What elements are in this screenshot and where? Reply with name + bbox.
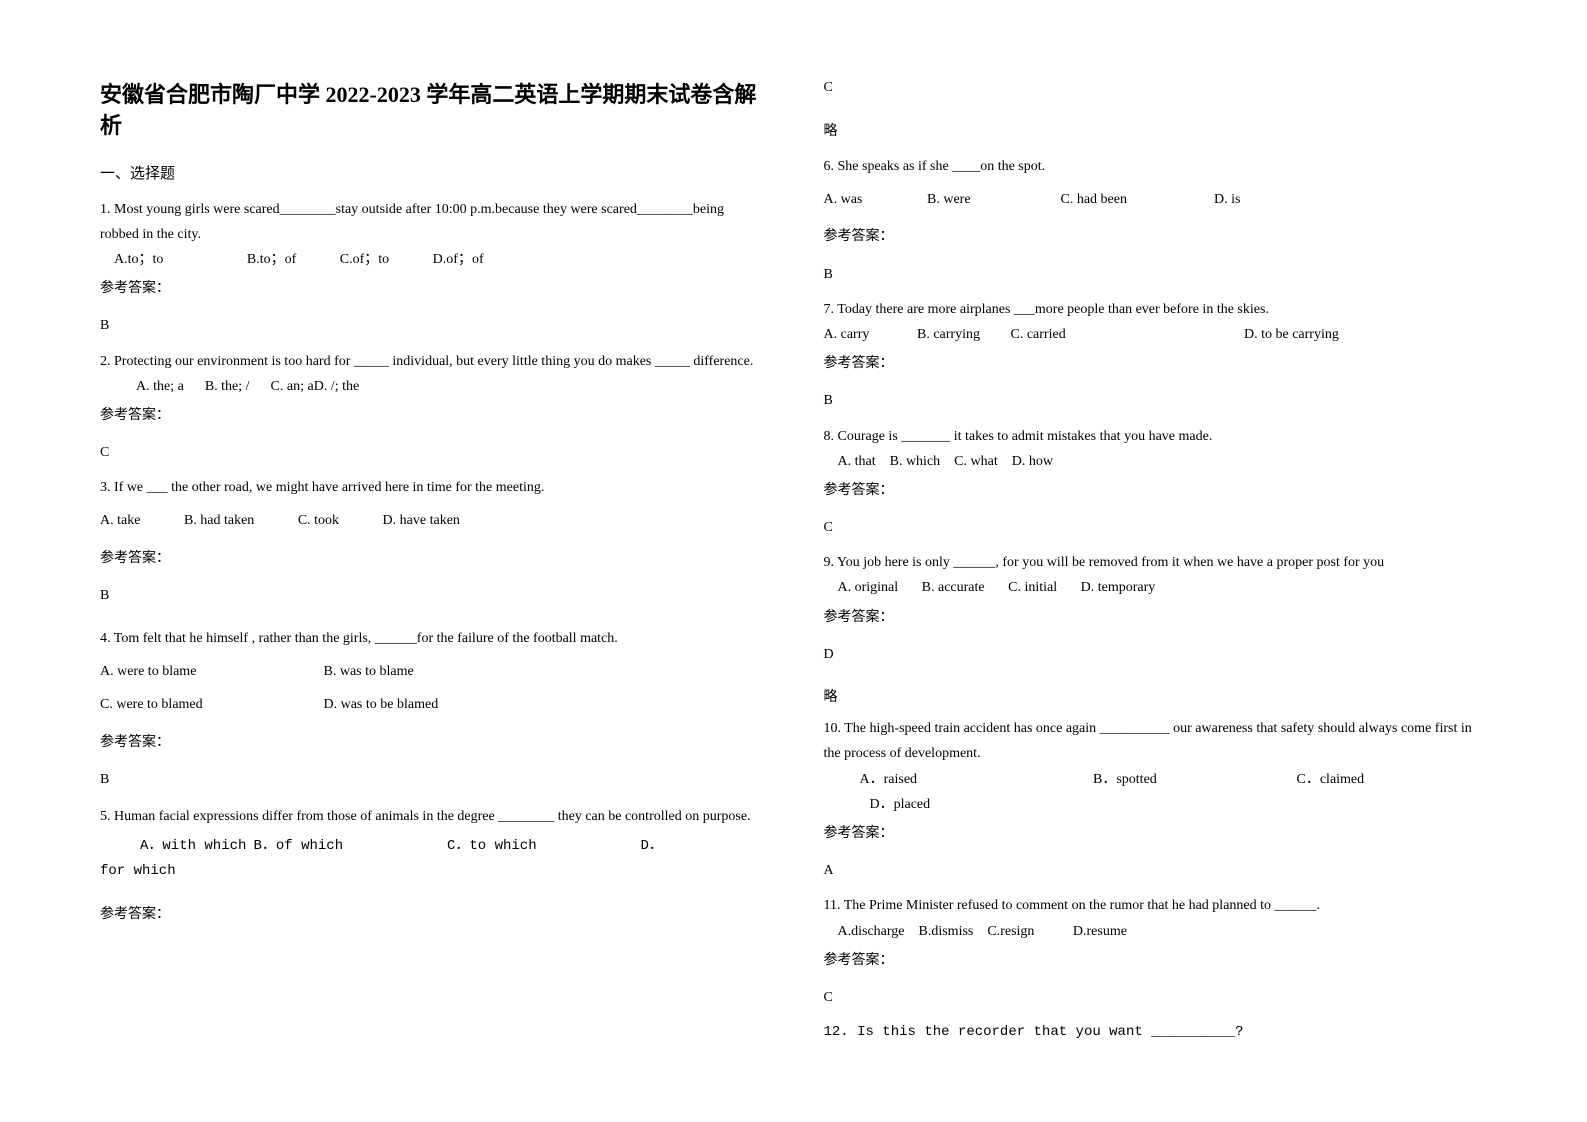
option-a: A．with which bbox=[140, 834, 250, 859]
option-b: B. accurate bbox=[922, 575, 985, 600]
question-text: 7. Today there are more airplanes ___mor… bbox=[824, 297, 1488, 322]
option-a: A．raised bbox=[860, 767, 1090, 792]
question-options: A．with which B．of which C．to which D． bbox=[100, 833, 764, 859]
answer-label: 参考答案： bbox=[824, 224, 1488, 249]
question-text: 10. The high-speed train accident has on… bbox=[824, 716, 1488, 766]
answer-label: 参考答案： bbox=[100, 276, 764, 301]
option-b: B.to；of bbox=[247, 247, 296, 272]
answer-value-q5: C bbox=[824, 80, 1488, 96]
option-c: C．claimed bbox=[1297, 772, 1365, 787]
option-d-text: for which bbox=[100, 859, 764, 884]
question-options: A. original B. accurate C. initial D. te… bbox=[824, 575, 1488, 600]
option-b: B. were bbox=[927, 187, 1057, 212]
question-4: 4. Tom felt that he himself , rather tha… bbox=[100, 626, 764, 792]
question-options: A. carry B. carrying C. carried D. to be… bbox=[824, 322, 1488, 347]
answer-value: B bbox=[100, 313, 764, 338]
question-text: 11. The Prime Minister refused to commen… bbox=[824, 893, 1488, 918]
answer-label: 参考答案： bbox=[824, 821, 1488, 846]
option-c: C．to which bbox=[447, 834, 637, 859]
question-2: 2. Protecting our environment is too har… bbox=[100, 349, 764, 466]
answer-label: 参考答案： bbox=[100, 902, 764, 927]
question-options-row1: A. were to blame B. was to blame bbox=[100, 659, 764, 684]
option-c: C. carried bbox=[1011, 322, 1241, 347]
question-1: 1. Most young girls were scared________s… bbox=[100, 197, 764, 339]
question-text: 5. Human facial expressions differ from … bbox=[100, 802, 764, 833]
question-text: 4. Tom felt that he himself , rather tha… bbox=[100, 626, 764, 651]
option-d: D．placed bbox=[870, 797, 931, 812]
answer-value: B bbox=[824, 388, 1488, 413]
option-b: B．spotted bbox=[1093, 767, 1293, 792]
option-c: C. were to blamed bbox=[100, 692, 320, 717]
left-column: 安徽省合肥市陶厂中学 2022-2023 学年高二英语上学期期末试卷含解析 一、… bbox=[100, 80, 764, 1051]
question-6: 6. She speaks as if she ____on the spot.… bbox=[824, 154, 1488, 287]
omit-text: 略 bbox=[824, 685, 1488, 710]
option-a: A. original bbox=[838, 575, 899, 600]
answer-value: D bbox=[824, 642, 1488, 667]
answer-value: B bbox=[100, 767, 764, 792]
question-11: 11. The Prime Minister refused to commen… bbox=[824, 893, 1488, 1010]
option-b: B．of which bbox=[254, 834, 444, 859]
question-options: A. take B. had taken C. took D. have tak… bbox=[100, 508, 764, 533]
option-a: A. were to blame bbox=[100, 659, 320, 684]
question-text: 8. Courage is _______ it takes to admit … bbox=[824, 424, 1488, 449]
option-d: D. was to be blamed bbox=[324, 697, 439, 712]
option-d: D. to be carrying bbox=[1244, 327, 1339, 342]
document-title: 安徽省合肥市陶厂中学 2022-2023 学年高二英语上学期期末试卷含解析 bbox=[100, 80, 764, 142]
option-a: A. was bbox=[824, 187, 924, 212]
question-5: 5. Human facial expressions differ from … bbox=[100, 802, 764, 927]
question-10: 10. The high-speed train accident has on… bbox=[824, 716, 1488, 883]
option-c: C.of；to bbox=[340, 247, 389, 272]
question-text: 12. Is this the recorder that you want _… bbox=[824, 1020, 1488, 1045]
answer-value: B bbox=[100, 583, 764, 608]
question-options: A. the; a B. the; / C. an; aD. /; the bbox=[100, 374, 764, 399]
answer-label: 参考答案： bbox=[100, 730, 764, 755]
question-text: 9. You job here is only ______, for you … bbox=[824, 550, 1488, 575]
option-a: A.to；to bbox=[114, 247, 163, 272]
answer-label: 参考答案： bbox=[100, 546, 764, 571]
answer-label: 参考答案： bbox=[824, 605, 1488, 630]
question-7: 7. Today there are more airplanes ___mor… bbox=[824, 297, 1488, 414]
question-options: A. that B. which C. what D. how bbox=[824, 449, 1488, 474]
option-b: B. had taken bbox=[184, 508, 254, 533]
question-options-row2: D．placed bbox=[824, 792, 1488, 817]
question-3: 3. If we ___ the other road, we might ha… bbox=[100, 475, 764, 608]
right-column: C 略 6. She speaks as if she ____on the s… bbox=[824, 80, 1488, 1051]
answer-value: C bbox=[824, 985, 1488, 1010]
question-9: 9. You job here is only ______, for you … bbox=[824, 550, 1488, 710]
question-text: 3. If we ___ the other road, we might ha… bbox=[100, 475, 764, 500]
answer-label: 参考答案： bbox=[100, 403, 764, 428]
answer-value: C bbox=[100, 440, 764, 465]
question-text: 1. Most young girls were scared________s… bbox=[100, 197, 764, 247]
question-options: A.to；to B.to；of C.of；to D.of；of bbox=[100, 247, 764, 272]
question-options-row2: C. were to blamed D. was to be blamed bbox=[100, 692, 764, 717]
option-c: C. initial bbox=[1008, 575, 1057, 600]
question-options-row1: A．raised B．spotted C．claimed bbox=[824, 767, 1488, 792]
option-a: A. take bbox=[100, 508, 140, 533]
page-container: 安徽省合肥市陶厂中学 2022-2023 学年高二英语上学期期末试卷含解析 一、… bbox=[100, 80, 1487, 1051]
option-b: B. carrying bbox=[917, 322, 1007, 347]
option-d: D.of；of bbox=[433, 247, 484, 272]
question-text: 6. She speaks as if she ____on the spot. bbox=[824, 154, 1488, 179]
answer-value: B bbox=[824, 262, 1488, 287]
option-d: D. is bbox=[1214, 192, 1240, 207]
question-options: A.discharge B.dismiss C.resign D.resume bbox=[824, 919, 1488, 944]
question-options: A. was B. were C. had been D. is bbox=[824, 187, 1488, 212]
question-8: 8. Courage is _______ it takes to admit … bbox=[824, 424, 1488, 541]
answer-label: 参考答案： bbox=[824, 948, 1488, 973]
option-d: D. have taken bbox=[383, 508, 460, 533]
question-12: 12. Is this the recorder that you want _… bbox=[824, 1020, 1488, 1045]
option-d: D. temporary bbox=[1081, 575, 1156, 600]
option-a: A. carry bbox=[824, 322, 914, 347]
answer-value: C bbox=[824, 515, 1488, 540]
answer-value: A bbox=[824, 858, 1488, 883]
answer-label: 参考答案： bbox=[824, 478, 1488, 503]
option-d-prefix: D． bbox=[641, 834, 671, 859]
answer-label: 参考答案： bbox=[824, 351, 1488, 376]
section-heading: 一、选择题 bbox=[100, 162, 764, 183]
omit-text: 略 bbox=[824, 120, 1488, 140]
option-c: C. had been bbox=[1061, 187, 1211, 212]
question-text: 2. Protecting our environment is too har… bbox=[100, 349, 764, 374]
option-b: B. was to blame bbox=[324, 664, 414, 679]
option-c: C. took bbox=[298, 508, 339, 533]
